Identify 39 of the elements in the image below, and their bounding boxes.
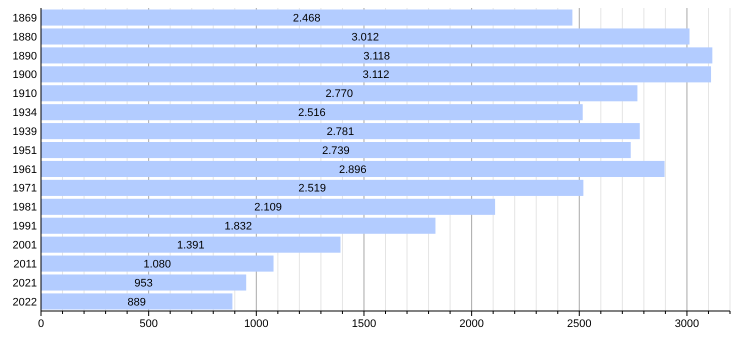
y-tick-label: 1869: [12, 12, 37, 24]
y-tick-label: 1951: [12, 144, 37, 157]
y-tick-label: 1971: [12, 182, 37, 195]
x-tick-label: 3000: [674, 318, 700, 330]
data-label: 3.118: [363, 50, 390, 62]
data-label: 2.516: [298, 107, 326, 120]
data-label: 2.770: [325, 88, 353, 100]
x-tick-label: 0: [38, 318, 44, 330]
y-tick-label: 2022: [12, 296, 37, 308]
y-tick-label: 1991: [12, 220, 37, 233]
y-tick-label: 1934: [12, 107, 37, 120]
x-tick-label: 500: [139, 318, 158, 330]
y-tick-label: 2021: [12, 277, 37, 290]
x-tick-label: 1500: [352, 318, 376, 330]
y-tick-label: 2001: [12, 240, 37, 252]
data-label: 1.080: [144, 258, 172, 270]
data-label: 2.739: [322, 144, 350, 157]
data-label: 3.112: [362, 69, 390, 82]
y-tick-label: 1961: [12, 164, 37, 176]
data-label: 1.832: [224, 220, 252, 233]
x-tick-label: 2500: [567, 318, 592, 330]
data-label: 1.391: [176, 240, 205, 252]
data-label: 3.012: [351, 31, 380, 44]
x-tick-label: 2000: [459, 318, 484, 330]
y-tick-label: 1900: [12, 69, 37, 82]
y-tick-label: 2011: [13, 258, 37, 270]
y-tick-label: 1890: [12, 50, 37, 62]
x-tick-label: 1000: [244, 318, 269, 330]
y-tick-label: 1981: [12, 202, 37, 214]
y-tick-label: 1939: [12, 126, 37, 138]
data-label: 2.519: [298, 182, 326, 195]
y-tick-label: 1910: [12, 88, 37, 100]
data-label: 2.896: [339, 164, 367, 176]
data-label: 2.781: [326, 126, 354, 138]
data-label: 889: [128, 296, 146, 308]
data-label: 953: [134, 277, 153, 290]
data-label: 2.468: [292, 12, 320, 24]
y-tick-label: 1880: [12, 31, 37, 44]
data-label: 2.109: [254, 202, 282, 214]
